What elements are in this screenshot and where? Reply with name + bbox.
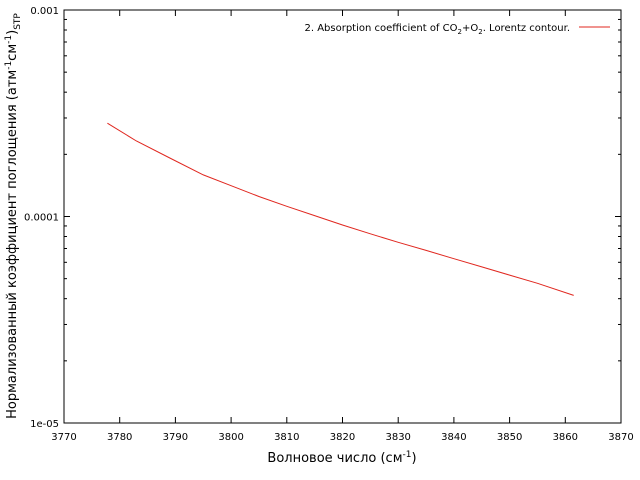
- x-tick-label: 3870: [608, 432, 633, 443]
- legend: 2. Absorption coefficient of CO2+O2. Lor…: [304, 23, 610, 36]
- x-tick-label: 3800: [218, 432, 243, 443]
- x-tick-label: 3850: [497, 432, 522, 443]
- x-tick-label: 3770: [51, 432, 76, 443]
- x-tick-label: 3820: [330, 432, 355, 443]
- x-axis-label: Волновое число (см-1): [267, 450, 416, 466]
- axis-ticks: 3770 3780 3790 3800 3810 3820 3830 3840 3850 3860…: [24, 6, 634, 443]
- y-axis-label: Нормализованный коэффициент поглощения (…: [4, 13, 23, 419]
- series-line: [107, 122, 574, 296]
- y-tick-label: 0.001: [30, 6, 59, 17]
- x-tick-label: 3810: [274, 432, 299, 443]
- y-tick-label: 0.0001: [24, 213, 59, 224]
- x-tick-label: 3840: [441, 432, 466, 443]
- y-tick-label: 1e-05: [30, 419, 59, 430]
- legend-label: 2. Absorption coefficient of CO2+O2. Lor…: [304, 23, 570, 36]
- x-tick-label: 3790: [163, 432, 188, 443]
- x-tick-label: 3780: [107, 432, 132, 443]
- x-tick-label: 3860: [553, 432, 578, 443]
- plot-frame: [63, 9, 622, 424]
- x-tick-label: 3830: [385, 432, 410, 443]
